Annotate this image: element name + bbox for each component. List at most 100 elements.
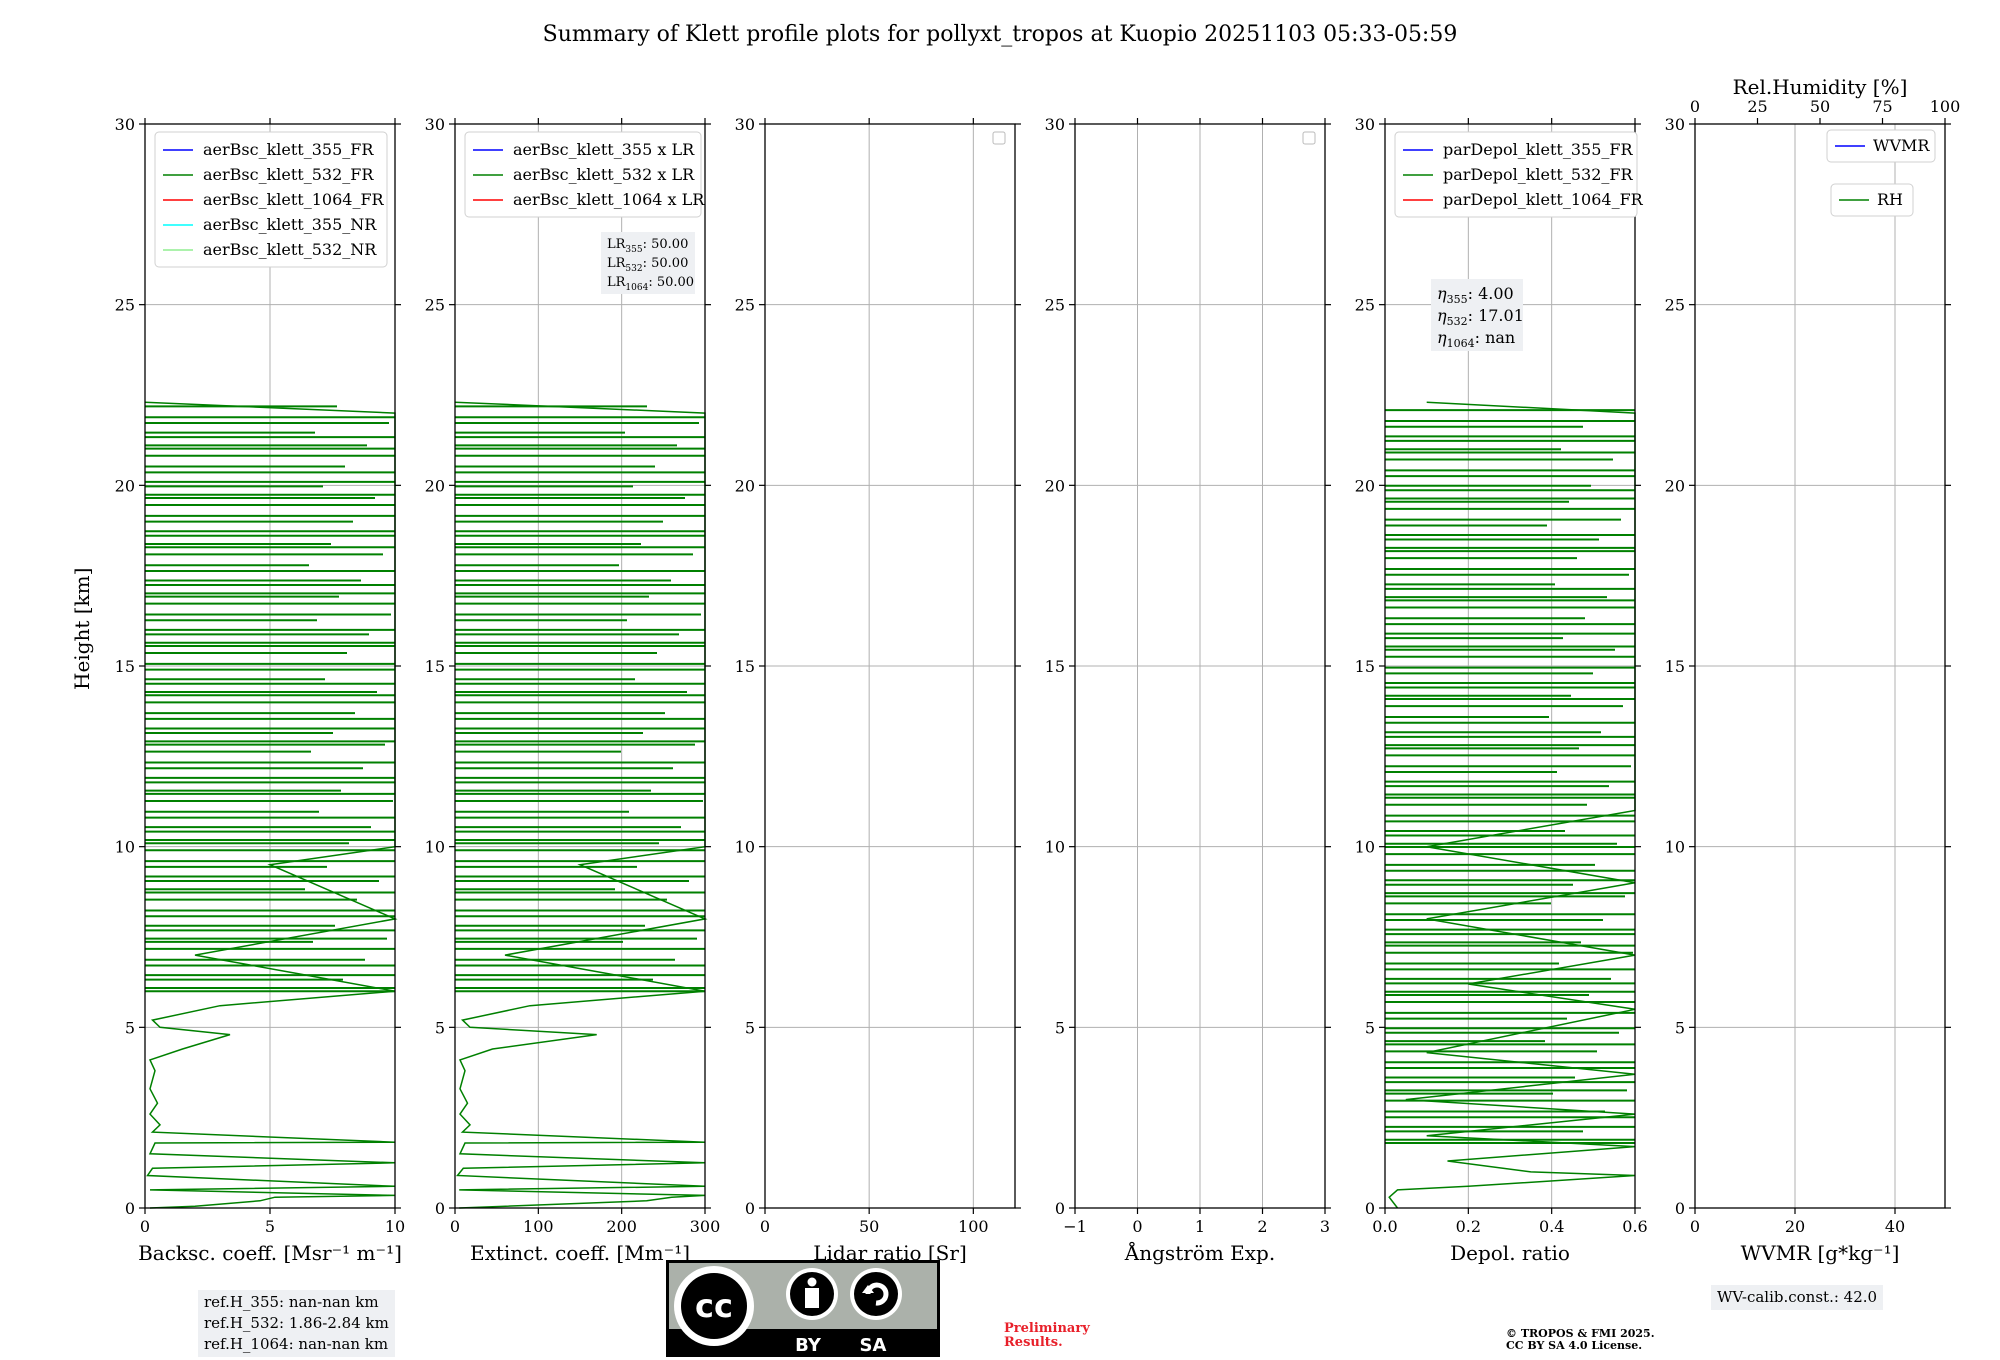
x-tick-label: 10 bbox=[385, 1217, 405, 1236]
y-tick-label: 0 bbox=[745, 1199, 755, 1218]
x-axis-label: Extinct. coeff. [Mm⁻¹] bbox=[470, 1241, 690, 1265]
x-tick-label: 3 bbox=[1320, 1217, 1330, 1236]
x-tick-label: 100 bbox=[523, 1217, 554, 1236]
svg-text:SA: SA bbox=[860, 1335, 887, 1356]
y-tick-label: 0 bbox=[125, 1199, 135, 1218]
rh-tick-label: 100 bbox=[1930, 97, 1961, 116]
copyright-note: © TROPOS & FMI 2025. CC BY SA 4.0 Licens… bbox=[1506, 1327, 1655, 1352]
x-tick-label: 0.2 bbox=[1456, 1217, 1481, 1236]
cc-by-sa-badge: cc BY SA bbox=[666, 1260, 940, 1357]
x-tick-label: 0.0 bbox=[1372, 1217, 1397, 1236]
series-line bbox=[454, 401, 708, 1209]
legend-box bbox=[154, 131, 388, 268]
annotation-box bbox=[1431, 279, 1523, 351]
y-tick-label: 5 bbox=[745, 1018, 755, 1037]
x-tick-label: 0.4 bbox=[1539, 1217, 1564, 1236]
y-tick-label: 15 bbox=[425, 657, 445, 676]
y-tick-label: 25 bbox=[1045, 296, 1065, 315]
x-tick-label: 40 bbox=[1885, 1217, 1905, 1236]
y-tick-label: 5 bbox=[435, 1018, 445, 1037]
y-tick-label: 0 bbox=[1675, 1199, 1685, 1218]
ref-height-355: ref.H_355: nan-nan km bbox=[204, 1293, 379, 1311]
y-tick-label: 30 bbox=[115, 115, 135, 134]
legend-label: parDepol_klett_355_FR bbox=[1443, 140, 1634, 159]
ref-height-1064: ref.H_1064: nan-nan km bbox=[204, 1335, 389, 1353]
annotation-line: η355: 4.00 bbox=[1437, 284, 1514, 306]
y-tick-label: 20 bbox=[115, 476, 135, 495]
empty-legend-box bbox=[1302, 131, 1316, 145]
legend-label: aerBsc_klett_355_NR bbox=[203, 215, 377, 234]
legend-box bbox=[464, 131, 702, 218]
share-alike-icon bbox=[854, 1272, 898, 1316]
x-tick-label: 0 bbox=[760, 1217, 770, 1236]
y-tick-label: 5 bbox=[1365, 1018, 1375, 1037]
x-axis-label: WVMR [g*kg⁻¹] bbox=[1741, 1241, 1900, 1265]
y-tick-label: 25 bbox=[735, 296, 755, 315]
x-tick-label: 50 bbox=[859, 1217, 879, 1236]
y-tick-label: 25 bbox=[425, 296, 445, 315]
annotation-line: LR355: 50.00 bbox=[607, 237, 688, 255]
y-tick-label: 10 bbox=[1355, 838, 1375, 857]
y-tick-label: 10 bbox=[115, 838, 135, 857]
legend-label: aerBsc_klett_1064 x LR bbox=[513, 190, 705, 209]
annotation-line: η532: 17.01 bbox=[1437, 306, 1524, 328]
cc-icon bbox=[681, 1273, 747, 1339]
y-tick-label: 0 bbox=[435, 1199, 445, 1218]
annotation-box bbox=[601, 232, 695, 294]
legend-label: aerBsc_klett_532 x LR bbox=[513, 165, 695, 184]
legend-label: aerBsc_klett_355 x LR bbox=[513, 140, 695, 159]
x-tick-label: 0.6 bbox=[1622, 1217, 1647, 1236]
legend-label: aerBsc_klett_1064_FR bbox=[203, 190, 385, 209]
legend-label: aerBsc_klett_532_NR bbox=[203, 240, 377, 259]
empty-legend-box bbox=[992, 131, 1006, 145]
x-tick-label: 1 bbox=[1195, 1217, 1205, 1236]
x-tick-label: 0 bbox=[450, 1217, 460, 1236]
svg-text:BY: BY bbox=[795, 1335, 822, 1356]
wv-calib-box: WV-calib.const.: 42.0 bbox=[1711, 1285, 1884, 1310]
x-tick-label: 5 bbox=[265, 1217, 275, 1236]
y-tick-label: 25 bbox=[115, 296, 135, 315]
rh-tick-label: 75 bbox=[1872, 97, 1892, 116]
x-tick-label: 20 bbox=[1785, 1217, 1805, 1236]
y-tick-label: 0 bbox=[1055, 1199, 1065, 1218]
legend-label: parDepol_klett_532_FR bbox=[1443, 165, 1634, 184]
legend-label: WVMR bbox=[1873, 136, 1930, 155]
legend-box bbox=[1830, 183, 1914, 217]
y-tick-label: 0 bbox=[1365, 1199, 1375, 1218]
legend-label: aerBsc_klett_532_FR bbox=[203, 165, 374, 184]
y-tick-label: 25 bbox=[1355, 296, 1375, 315]
x-tick-label: 200 bbox=[606, 1217, 637, 1236]
y-tick-label: 30 bbox=[1665, 115, 1685, 134]
rh-tick-label: 50 bbox=[1810, 97, 1830, 116]
x-tick-label: 0 bbox=[1690, 1217, 1700, 1236]
annotation-line: LR532: 50.00 bbox=[607, 256, 688, 274]
legend-box bbox=[1394, 131, 1638, 218]
y-tick-label: 15 bbox=[1045, 657, 1065, 676]
y-tick-label: 15 bbox=[1355, 657, 1375, 676]
ref-height-532: ref.H_532: 1.86-2.84 km bbox=[204, 1314, 389, 1332]
x-tick-label: 100 bbox=[958, 1217, 989, 1236]
ref-heights-box: ref.H_355: nan-nan km ref.H_532: 1.86-2.… bbox=[198, 1290, 395, 1357]
y-tick-label: 10 bbox=[1045, 838, 1065, 857]
y-tick-label: 10 bbox=[735, 838, 755, 857]
x-axis-label: Depol. ratio bbox=[1450, 1241, 1570, 1265]
y-tick-label: 5 bbox=[125, 1018, 135, 1037]
rh-tick-label: 25 bbox=[1747, 97, 1767, 116]
series-line-depol bbox=[1385, 409, 1635, 1144]
x-tick-label: −1 bbox=[1063, 1217, 1087, 1236]
y-tick-label: 5 bbox=[1675, 1018, 1685, 1037]
y-tick-label: 30 bbox=[1045, 115, 1065, 134]
y-tick-label: 30 bbox=[1355, 115, 1375, 134]
annotation-line: η1064: nan bbox=[1437, 328, 1515, 350]
x-tick-label: 0 bbox=[140, 1217, 150, 1236]
legend-label: RH bbox=[1877, 190, 1903, 209]
legend-label: aerBsc_klett_355_FR bbox=[203, 140, 374, 159]
y-tick-label: 10 bbox=[425, 838, 445, 857]
y-tick-label: 20 bbox=[1045, 476, 1065, 495]
y-tick-label: 30 bbox=[735, 115, 755, 134]
legend-box bbox=[1826, 129, 1936, 163]
y-tick-label: 10 bbox=[1665, 838, 1685, 857]
x-tick-label: 2 bbox=[1257, 1217, 1267, 1236]
y-tick-label: 25 bbox=[1665, 296, 1685, 315]
